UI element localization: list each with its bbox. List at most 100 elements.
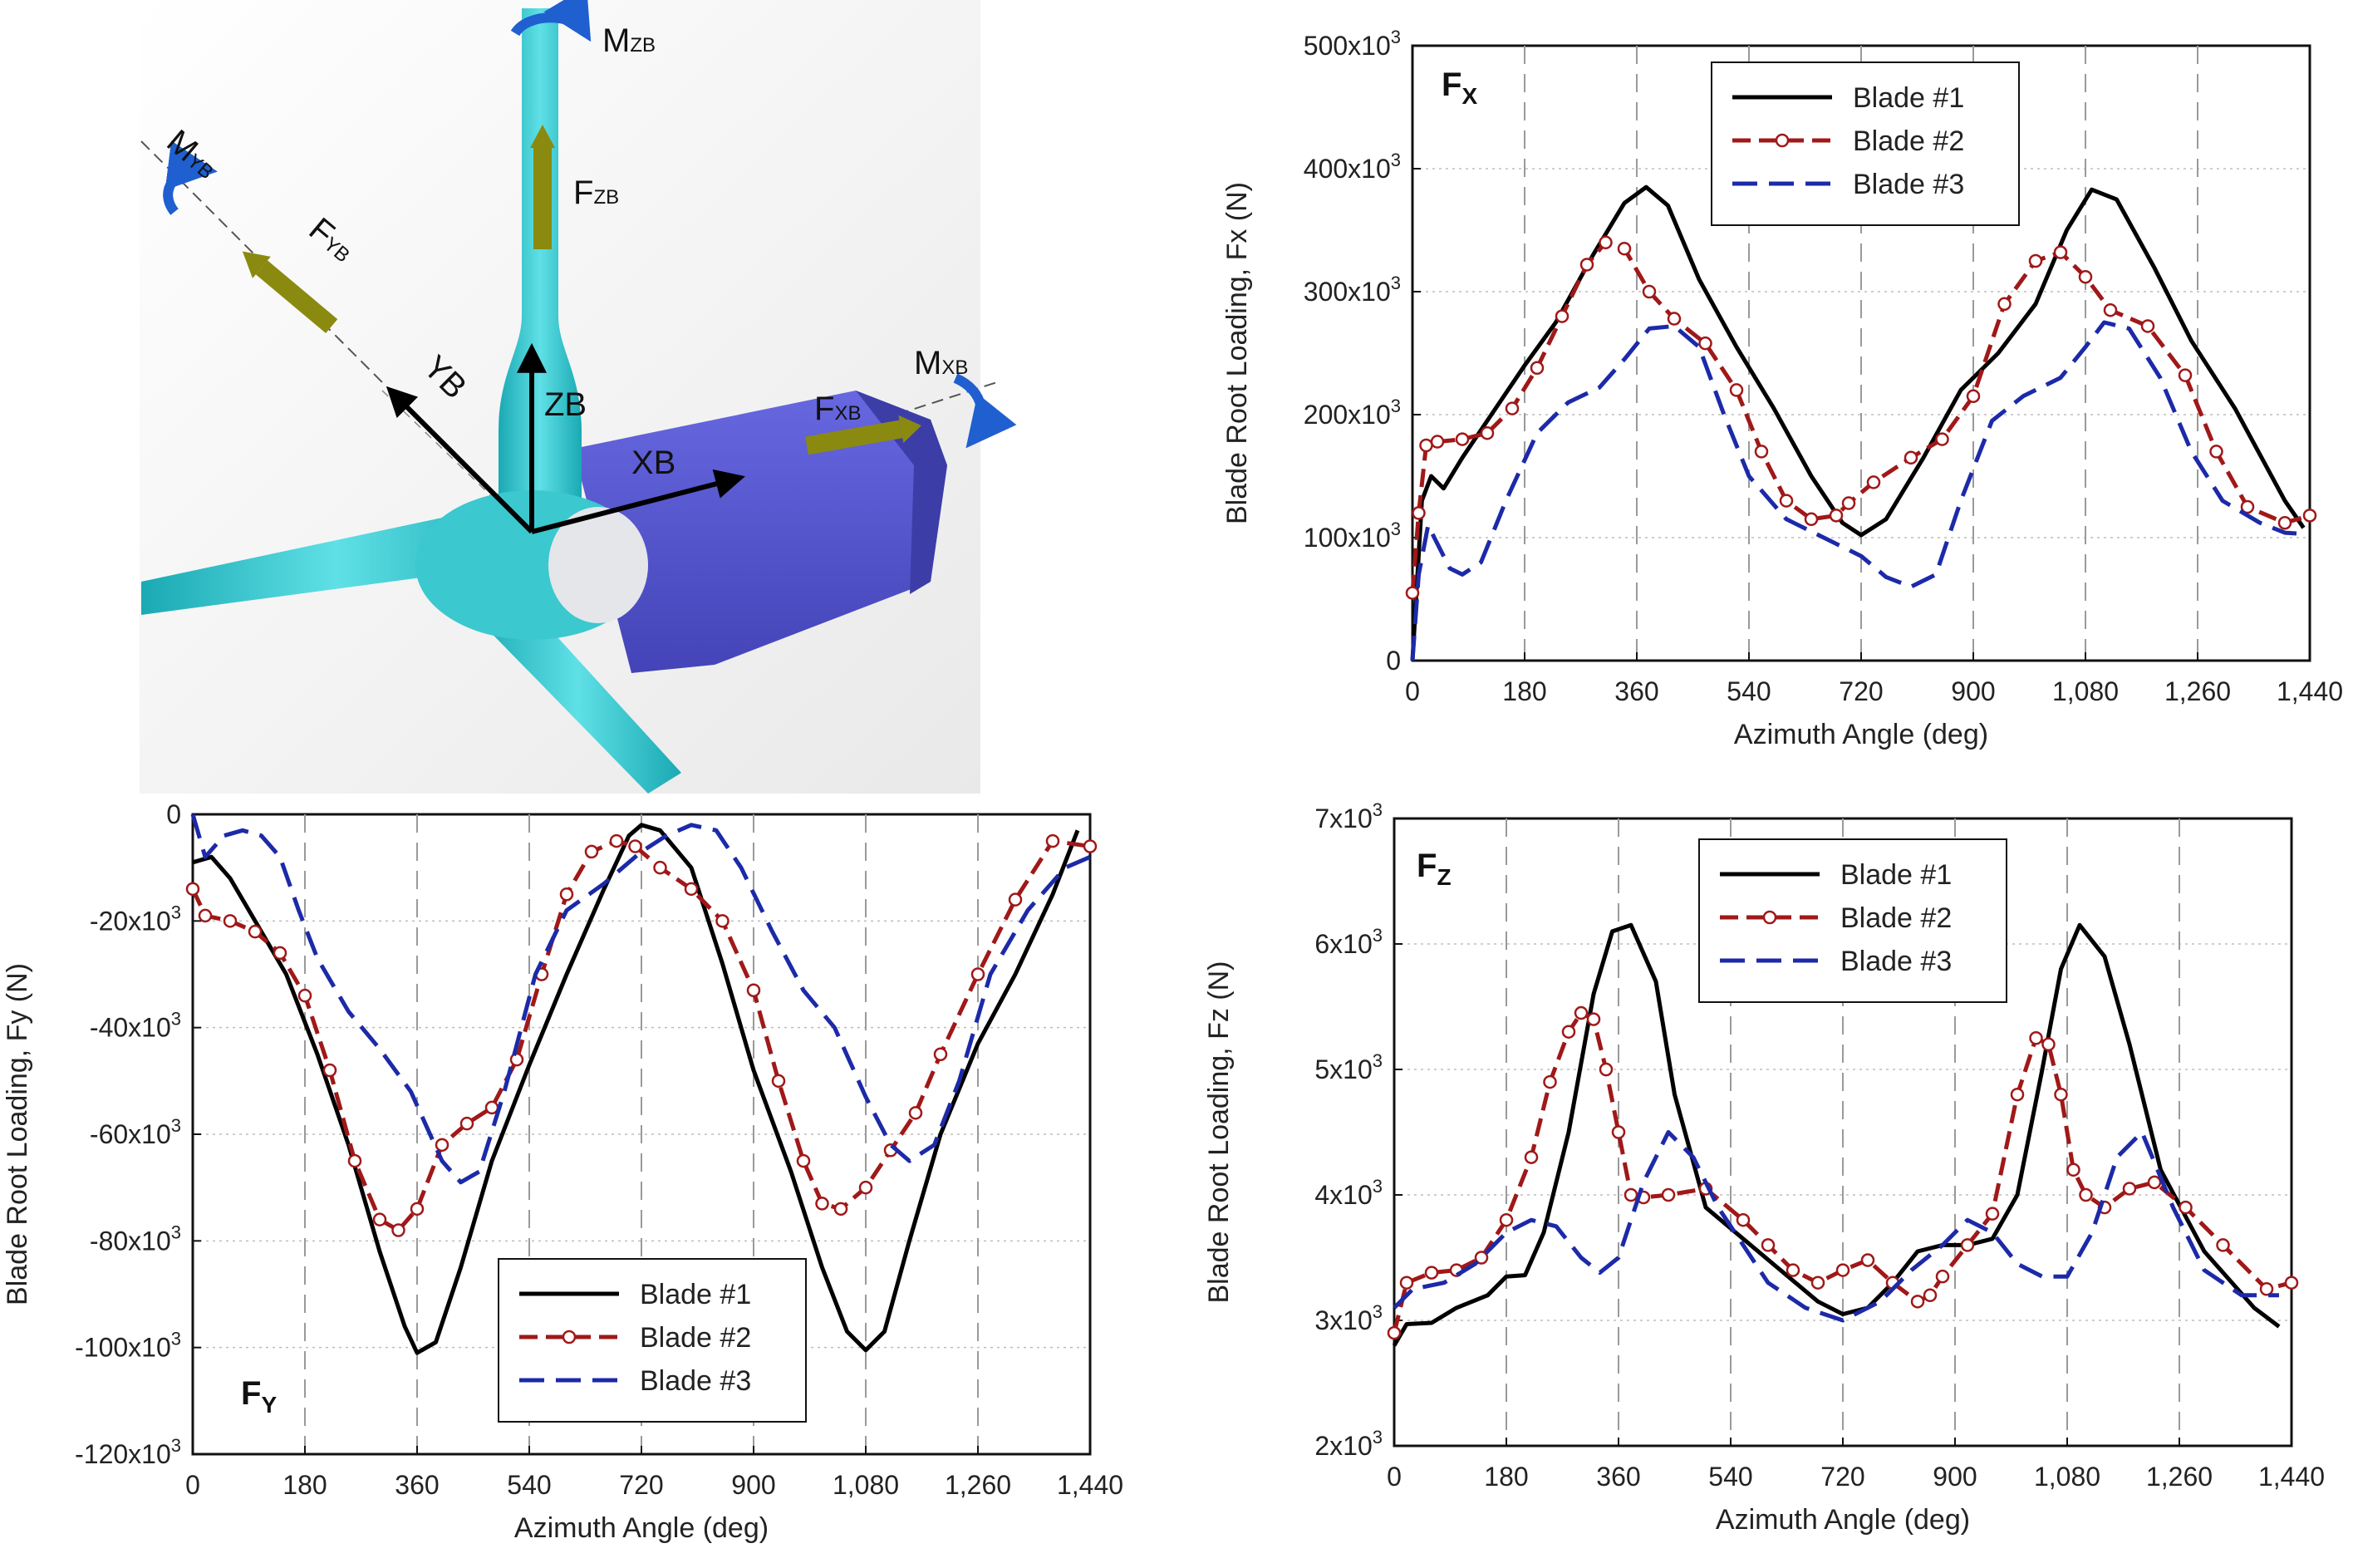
fx-xtick-label: 900 [1951, 676, 1995, 706]
zb-axis-label: ZB [544, 386, 587, 423]
fy-series-2-marker [684, 882, 699, 897]
fy-series-2-marker [223, 914, 238, 928]
fx-series-2-marker [1617, 241, 1632, 256]
fz-xtick-label: 1,260 [2146, 1462, 2213, 1492]
fx-xtick-label: 1,080 [2052, 676, 2119, 706]
chart-fx: 0 180 360 540 720 900 1,080 1,260 1,440 0 100x103 2… [1221, 27, 2343, 750]
fx-series-2-marker [2277, 515, 2292, 530]
fz-series-2-marker [2054, 1087, 2068, 1102]
fz-ytick-label: 4x103 [1314, 1176, 1383, 1210]
fz-xtick-label: 1,440 [2258, 1462, 2325, 1492]
fx-ylabel: Blade Root Loading, Fx (N) [1221, 182, 1253, 524]
fxb-label: FXB [814, 391, 861, 427]
fy-ytick-label: -120x103 [75, 1435, 181, 1469]
fy-legend-marker [562, 1330, 577, 1344]
fx-series-2-marker [1779, 494, 1794, 508]
fz-xtick-label: 0 [1387, 1462, 1402, 1492]
fy-series-2-marker [322, 1063, 337, 1078]
fz-series-2-marker [1599, 1062, 1614, 1077]
fx-series-2-marker [1455, 432, 1470, 446]
fz-series-2-marker [1586, 1012, 1601, 1026]
turbine-diagram: ZB XB YB FZB FYB FXB MZB MYB MXB [140, 0, 1017, 794]
fx-series-2-marker [1754, 445, 1769, 459]
fy-series-2-marker [347, 1153, 362, 1168]
fy-xtick-label: 360 [395, 1470, 439, 1500]
xb-axis-arrow [531, 469, 745, 534]
fz-xtick-label: 1,080 [2034, 1462, 2100, 1492]
fy-series-2-marker [248, 924, 263, 939]
fy-ytick-label: 0 [166, 799, 181, 829]
fz-series-2-marker [2066, 1162, 2080, 1177]
fx-series-2-marker [1555, 309, 1569, 323]
fy-series-2-marker [372, 1212, 387, 1226]
fxb-force-arrow [805, 415, 921, 455]
fz-series-2-marker [1860, 1253, 1875, 1267]
fx-xlabel: Azimuth Angle (deg) [1734, 719, 1988, 750]
fx-series-2-marker [2078, 269, 2093, 284]
fy-ytick-label: -100x103 [75, 1329, 181, 1363]
fy-series-3 [190, 813, 1091, 1185]
fy-series-2-marker [715, 914, 729, 928]
fz-legend-label: Blade #2 [1840, 902, 1952, 934]
fy-legend [498, 1258, 807, 1423]
nacelle-end [856, 391, 947, 594]
fy-panel-label: FY [241, 1375, 277, 1418]
fy-series-2-marker [297, 988, 312, 1003]
fx-series-2-marker [1419, 438, 1433, 453]
fx-series-1 [1410, 184, 2306, 661]
xb-axis-label: XB [631, 445, 675, 481]
fz-series-1 [1392, 922, 2281, 1347]
fy-ytick-label: -60x103 [90, 1115, 181, 1149]
fx-series-2-marker [2302, 509, 2317, 523]
fz-series-2-marker [1835, 1263, 1850, 1277]
nacelle [573, 391, 947, 673]
fz-series-2-marker [1935, 1269, 1950, 1284]
fz-ytick-label: 2x103 [1314, 1427, 1383, 1461]
fz-legend [1698, 838, 2007, 1003]
fz-series-2-marker [1424, 1266, 1439, 1280]
fz-series-2-marker [2010, 1087, 2025, 1102]
fz-ytick-label: 6x103 [1314, 925, 1383, 959]
fz-legend-marker [1762, 910, 1777, 925]
fy-series-2-marker [584, 844, 599, 859]
fy-series-2-marker [653, 860, 667, 875]
fx-legend-marker [1775, 133, 1790, 148]
fz-series-2-marker [2079, 1187, 2093, 1202]
fz-ytick-label: 3x103 [1314, 1301, 1383, 1335]
mzb-label: MZB [602, 22, 656, 59]
fz-xtick-label: 720 [1820, 1462, 1864, 1492]
fz-xtick-label: 540 [1708, 1462, 1752, 1492]
fy-series-2-marker [833, 1202, 848, 1217]
fx-series-2-marker [2140, 319, 2155, 333]
fz-series-2-marker [2029, 1031, 2043, 1045]
mxb-label: MXB [914, 345, 968, 381]
fx-series-2-marker [1480, 425, 1495, 440]
fx-series-2-marker [2240, 499, 2255, 514]
fy-legend-label: Blade #3 [640, 1365, 751, 1397]
fy-xtick-label: 1,440 [1057, 1470, 1123, 1500]
fz-series-2-marker [2284, 1276, 2299, 1290]
fx-series-2-marker [1667, 312, 1682, 326]
fy-series-2-marker [815, 1197, 829, 1211]
fz-panel-label: FZ [1417, 848, 1452, 890]
fz-legend-label: Blade #3 [1840, 946, 1952, 977]
fx-legend [1711, 61, 2020, 226]
fx-xtick-label: 0 [1405, 676, 1420, 706]
fx-xtick-label: 1,440 [2277, 676, 2343, 706]
fz-series-2 [1392, 1010, 2292, 1334]
fy-xtick-label: 0 [185, 1470, 200, 1500]
fz-ytick-label: 7x103 [1314, 799, 1383, 833]
fy-series-2-marker [746, 983, 761, 997]
fz-series-2-marker [1611, 1125, 1626, 1139]
fy-series-2-marker [609, 833, 624, 848]
fx-series-2-marker [2103, 302, 2118, 317]
fx-ytick-label: 500x103 [1304, 27, 1401, 61]
fz-series-2-marker [2147, 1175, 2162, 1190]
fy-series-2-marker [198, 908, 213, 923]
fy-series-2-marker [771, 1074, 786, 1089]
fz-series-2-marker [1474, 1251, 1489, 1265]
fx-ytick-label: 300x103 [1304, 273, 1401, 307]
fz-series-2-marker [1960, 1238, 1975, 1252]
fz-series-2-marker [2259, 1282, 2274, 1296]
